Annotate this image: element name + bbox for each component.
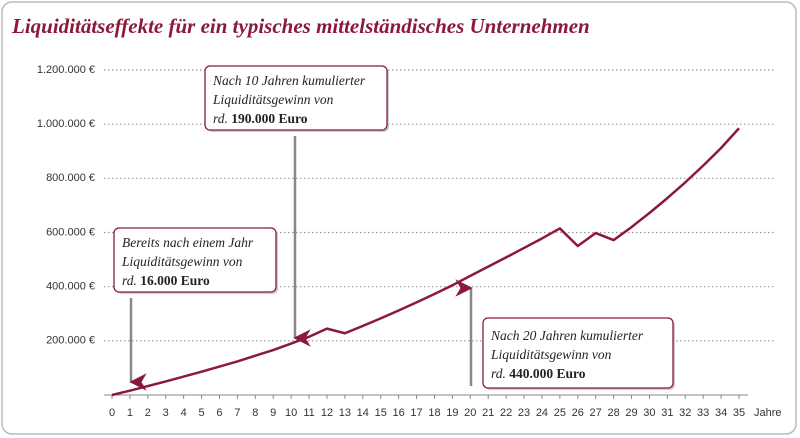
annotation-line: rd. 16.000 Euro [122,273,210,288]
x-tick-label: 16 [393,407,405,419]
x-tick-label: 4 [181,407,187,419]
annotation-prefix: rd. [122,273,140,288]
annotation-line: Bereits nach einem Jahr [122,235,254,250]
x-tick-label: 30 [643,407,655,419]
plot [111,127,740,397]
x-tick-label: 14 [357,407,369,419]
x-axis-label: Jahre [754,407,782,419]
annotation-line: Liquiditätsgewinn von [121,254,243,269]
x-tick-label: 28 [607,407,619,419]
x-tick-label: 31 [661,407,673,419]
x-tick-label: 21 [482,407,494,419]
annotations: Nach 10 Jahren kumulierter Liquiditätsgew… [113,65,675,390]
y-tick-label: 600.000 € [46,226,95,238]
x-tick-label: 13 [339,407,351,419]
annotation-line: Nach 10 Jahren kumulierter [212,73,366,88]
x-tick-label: 24 [536,407,548,419]
x-tick-label: 5 [199,407,205,419]
annotation-line: Liquiditätsgewinn von [212,92,334,107]
annotation-line: Liquiditätsgewinn von [490,347,612,362]
x-tick-label: 29 [625,407,637,419]
x-tick-label: 35 [733,407,745,419]
y-tick-label: 400.000 € [46,281,95,293]
x-tick-label: 23 [518,407,530,419]
annotation-bold: 16.000 Euro [140,273,210,288]
x-tick-label: 27 [590,407,602,419]
x-tick-label: 19 [446,407,458,419]
x-tick-label: 8 [252,407,258,419]
annotation-bold: 440.000 Euro [509,366,586,381]
x-tick-label: 6 [216,407,222,419]
x-tick-label: 15 [375,407,387,419]
y-tick-label: 1.000.000 € [37,118,95,130]
annotation-box [482,317,674,389]
x-tick-label: 18 [428,407,440,419]
annotation-prefix: rd. [213,111,231,126]
y-tick-label: 200.000 € [46,335,95,347]
x-tick-label: 9 [270,407,276,419]
annotation-line: rd. 440.000 Euro [491,366,586,381]
x-tick-label: 11 [303,407,314,419]
annotation-prefix: rd. [491,366,509,381]
y-tick-label: 1.200.000 € [37,64,95,76]
annotation-box [113,227,277,293]
annotation-bold: 190.000 Euro [231,111,308,126]
annotation-box [204,65,388,131]
y-tick-label: 800.000 € [46,172,95,184]
x-tick-label: 20 [464,407,476,419]
x-tick-label: 12 [321,407,333,419]
x-tick-label: 3 [163,407,169,419]
x-tick-label: 33 [697,407,709,419]
x-tick-label: 2 [145,407,151,419]
annotation-line: Nach 20 Jahren kumulierter [490,328,644,343]
chart-title: Liquiditätseffekte für ein typisches mit… [11,14,590,38]
x-tick-label: 32 [679,407,691,419]
annotation-line: rd. 190.000 Euro [213,111,308,126]
arrows [129,136,473,391]
x-tick-label: 10 [285,407,297,419]
x-tick-label: 17 [410,407,422,419]
x-tick-label: 1 [127,407,133,419]
x-tick-label: 34 [715,407,727,419]
x-tick-label: 22 [500,407,512,419]
x-tick-label: 26 [572,407,584,419]
x-tick-label: 7 [234,407,240,419]
x-tick-label: 25 [554,407,566,419]
line [111,127,740,397]
x-tick-label: 0 [109,407,115,419]
